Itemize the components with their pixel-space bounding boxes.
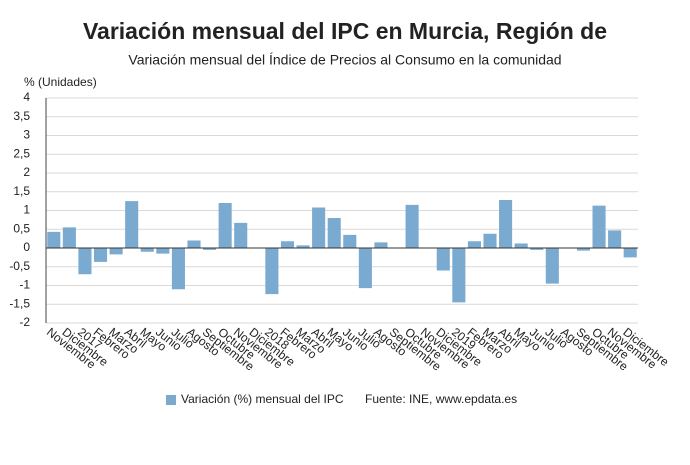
y-tick-label: 0 [23, 240, 30, 254]
bar [234, 222, 248, 248]
bar [280, 241, 295, 248]
bar [576, 248, 591, 251]
bar [296, 245, 310, 248]
bar [405, 204, 419, 248]
bar [343, 234, 357, 248]
y-tick-label: -2 [19, 315, 30, 329]
chart-subtitle: Variación mensual del Índice de Precios … [128, 52, 561, 68]
bar [93, 248, 108, 262]
bar [436, 248, 450, 271]
y-tick-label: -0,5 [9, 259, 30, 273]
y-tick-label: -1,5 [9, 296, 30, 310]
bar [467, 241, 481, 248]
chart-title: Variación mensual del IPC en Murcia, Reg… [83, 18, 607, 44]
bar [623, 248, 637, 258]
y-tick-label: 3,5 [13, 109, 30, 123]
y-tick-label: 1 [23, 203, 30, 217]
legend-swatch [166, 395, 176, 405]
bar [374, 242, 388, 248]
y-tick-label: -1 [19, 278, 30, 292]
bar [608, 230, 622, 248]
y-axis-label: % (Unidades) [24, 75, 97, 89]
bar [327, 218, 341, 248]
y-tick-label: 0,5 [13, 221, 30, 235]
bar [499, 200, 513, 248]
bar [358, 248, 372, 289]
bar [514, 243, 528, 248]
bar [187, 240, 201, 248]
bar [47, 231, 61, 248]
bar [452, 248, 466, 303]
bar [78, 248, 92, 275]
bar [125, 201, 139, 248]
bar [62, 227, 76, 248]
bar [109, 248, 123, 255]
bar [203, 248, 217, 250]
y-tick-label: 1,5 [13, 184, 30, 198]
bar [140, 248, 154, 252]
y-tick-label: 4 [23, 90, 30, 104]
bar [265, 248, 279, 295]
bar [592, 205, 606, 248]
legend-label: Variación (%) mensual del IPC [181, 392, 344, 406]
bar [218, 203, 232, 248]
bar [156, 248, 170, 254]
source: Fuente: INE, www.epdata.es [365, 392, 517, 406]
bar [483, 233, 497, 248]
bar [312, 207, 326, 248]
bar [530, 248, 544, 250]
bar [545, 248, 559, 284]
y-tick-label: 2,5 [13, 146, 30, 160]
y-tick-label: 3 [23, 128, 30, 142]
bar [171, 248, 185, 290]
y-tick-label: 2 [23, 165, 30, 179]
